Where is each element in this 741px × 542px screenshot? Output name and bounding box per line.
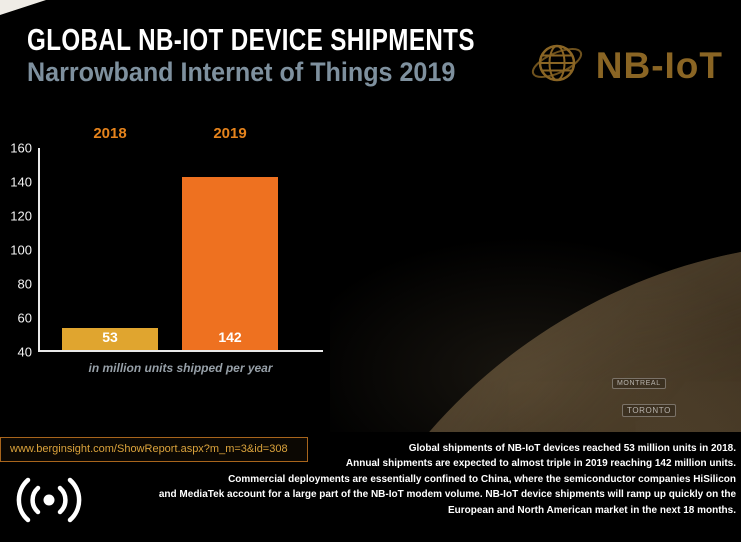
globe-glow	[330, 235, 741, 465]
summary-line: Global shipments of NB-IoT devices reach…	[408, 443, 736, 454]
nb-iot-logo: NB-IoT	[528, 34, 723, 97]
bar-plot-area: 2018 53 2019 142	[38, 125, 323, 352]
map-label-toronto: TORONTO	[622, 404, 676, 417]
y-tick-label: 160	[10, 140, 32, 156]
chart-caption: in million units shipped per year	[88, 361, 273, 375]
bar-2018: 53	[62, 327, 158, 350]
y-tick-label: 60	[17, 310, 32, 326]
summary-line: Annual shipments are expected to almost …	[345, 458, 736, 470]
y-tick-label: 100	[10, 242, 32, 258]
summary-line: and MediaTek account for a large part of…	[158, 489, 736, 501]
map-label-montreal: MONTREAL	[612, 378, 666, 389]
year-label-2018: 2018	[93, 125, 127, 142]
bar-value-label: 142	[218, 329, 242, 345]
page-subtitle: Narrowband Internet of Things 2019	[27, 57, 456, 87]
bar-value-label: 53	[102, 329, 118, 345]
broadcast-signal-icon	[10, 470, 88, 530]
page-title: GLOBAL NB-IOT DEVICE SHIPMENTS	[27, 22, 475, 57]
y-tick-label: 120	[10, 208, 32, 224]
corner-accent	[0, 0, 46, 15]
report-url[interactable]: www.berginsight.com/ShowReport.aspx?m_m=…	[0, 437, 308, 462]
y-tick-label: 140	[10, 174, 32, 190]
globe-icon	[528, 34, 586, 97]
summary-line: Commercial deployments are essentially c…	[228, 473, 736, 485]
y-tick-label: 40	[17, 344, 32, 360]
footer-panel: www.berginsight.com/ShowReport.aspx?m_m=…	[0, 432, 741, 542]
bar-2019: 142	[182, 176, 278, 350]
summary-text: Global shipments of NB-IoT devices reach…	[159, 441, 736, 518]
logo-wordmark: NB-IoT	[595, 44, 723, 86]
year-label-2019: 2019	[213, 125, 247, 142]
summary-line: European and North American market in th…	[447, 504, 736, 516]
y-axis: 160 140 120 100 80 60 40	[0, 141, 32, 360]
y-tick-label: 80	[17, 276, 32, 292]
